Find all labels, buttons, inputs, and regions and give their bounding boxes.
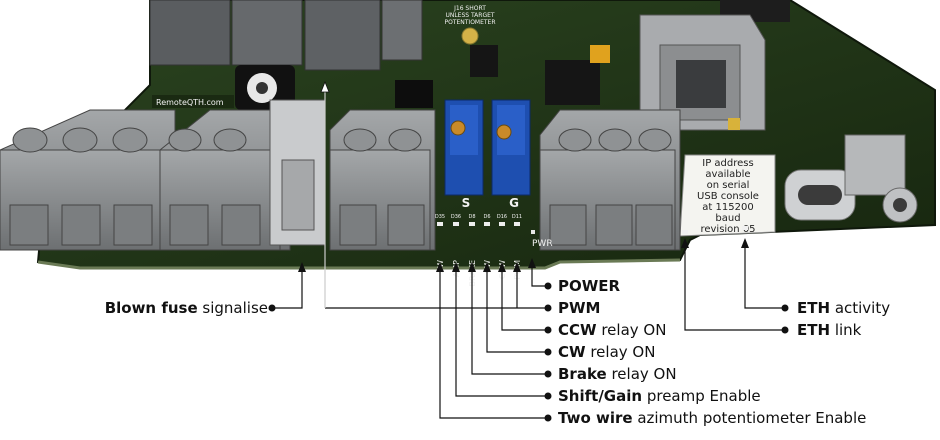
led-pad-d35 — [437, 222, 443, 226]
leader-ccw — [501, 270, 548, 331]
callout-eth-activity-rest: activity — [830, 299, 891, 317]
led-ref-d36: D36 — [451, 214, 461, 220]
led-ref-d16: D16 — [497, 214, 507, 220]
led-pad-d11 — [514, 222, 520, 226]
tantalum-cap — [590, 45, 610, 63]
callout-shift-gain: Shift/Gain preamp Enable — [558, 387, 761, 405]
callout-ccw-bold: CCW — [558, 321, 597, 339]
terminal-block-left — [0, 109, 176, 251]
leader-shift — [455, 270, 548, 397]
logo-text: RemoteQTH.com — [156, 98, 224, 107]
ic-2 — [545, 60, 600, 105]
relay-3 — [304, 0, 381, 71]
callout-cw: CW relay ON — [558, 343, 655, 361]
callout-shift-gain-rest: preamp Enable — [642, 387, 761, 405]
led-ref-d11: D11 — [512, 214, 522, 220]
leader-lines — [272, 90, 785, 419]
jumper-note-1: J16 SHORT — [453, 5, 486, 12]
relay-2 — [231, 0, 303, 66]
led-pad-d36 — [453, 222, 459, 226]
callout-eth-activity: ETH activity — [797, 299, 890, 317]
leader-fuse — [272, 270, 303, 309]
leader-dots — [268, 282, 789, 422]
jumper-note-3: POTENTIOMETER — [444, 19, 495, 26]
silk-g: G — [509, 196, 519, 210]
sticker-line-3: on serial — [707, 180, 750, 191]
silk-pwr: PWR — [532, 239, 553, 249]
callout-ccw-rest: relay ON — [596, 321, 667, 339]
sticker-line-2: available — [705, 169, 750, 180]
trimmer-shift — [444, 99, 484, 196]
led-ref-d35: D35 — [435, 214, 445, 220]
sticker-line-4: USB console — [697, 191, 759, 202]
callout-eth-link-rest: link — [830, 321, 862, 339]
leader-eth-activity — [744, 245, 785, 309]
terminal-block-center — [329, 109, 436, 251]
leader-brake — [471, 270, 548, 375]
terminal-block-mid — [159, 109, 291, 251]
led-ref-d6: D6 — [483, 214, 490, 220]
relay-4 — [381, 0, 423, 61]
arrowheads — [298, 80, 749, 272]
revision-label: revision 05 — [700, 224, 755, 235]
led-pad-d16 — [499, 222, 505, 226]
sticker-line-5: at 115200 — [702, 202, 753, 213]
fuse-holder — [269, 99, 326, 246]
silk-s: S — [462, 196, 471, 210]
ic-3 — [395, 80, 433, 108]
sticker-line-1: IP address — [702, 158, 753, 169]
audio-jack — [844, 134, 906, 196]
callout-pwm: PWM — [558, 299, 600, 317]
relay-1 — [149, 0, 231, 66]
callout-power-bold: POWER — [558, 277, 621, 295]
leader-power — [531, 265, 548, 287]
callout-cw-bold: CW — [558, 343, 586, 361]
callout-pwm-bold: PWM — [558, 299, 601, 317]
pcb-edge — [37, 258, 681, 270]
led-row: D35 D36 D8 D6 D16 D11 — [435, 214, 522, 226]
callout-blown-fuse-rest: signalise — [197, 299, 268, 317]
callout-blown-fuse: Blown fuse signalise — [105, 299, 268, 317]
callout-power: POWER — [558, 277, 620, 295]
led-pad-d8 — [469, 222, 475, 226]
trimmer-gain — [491, 99, 531, 196]
callout-eth-activity-bold: ETH — [797, 299, 831, 317]
leader-two-wire — [439, 270, 548, 419]
callout-cw-rest: relay ON — [585, 343, 656, 361]
callout-ccw: CCW relay ON — [558, 321, 666, 339]
callout-eth-link: ETH link — [797, 321, 861, 339]
leader-cw — [486, 270, 548, 353]
sticker-line-6: baud — [715, 213, 740, 224]
callout-two-wire: Two wire azimuth potentiometer Enable — [558, 409, 866, 427]
callout-brake-bold: Brake — [558, 365, 607, 383]
callout-brake-rest: relay ON — [606, 365, 677, 383]
callout-blown-fuse-bold: Blown fuse — [104, 299, 198, 317]
callout-brake: Brake relay ON — [558, 365, 677, 383]
callout-two-wire-bold: Two wire — [558, 409, 633, 427]
led-ref-d8: D8 — [468, 214, 475, 220]
callout-eth-link-bold: ETH — [797, 321, 831, 339]
sticker — [679, 154, 776, 237]
led-pad-d6 — [484, 222, 490, 226]
callout-two-wire-rest: azimuth potentiometer Enable — [632, 409, 867, 427]
callout-shift-gain-bold: Shift/Gain — [558, 387, 643, 405]
jumper-note-2: UNLESS TARGET — [445, 12, 494, 19]
leader-eth-link — [684, 245, 785, 331]
ic-1 — [470, 45, 498, 77]
terminal-block-right — [539, 109, 681, 251]
